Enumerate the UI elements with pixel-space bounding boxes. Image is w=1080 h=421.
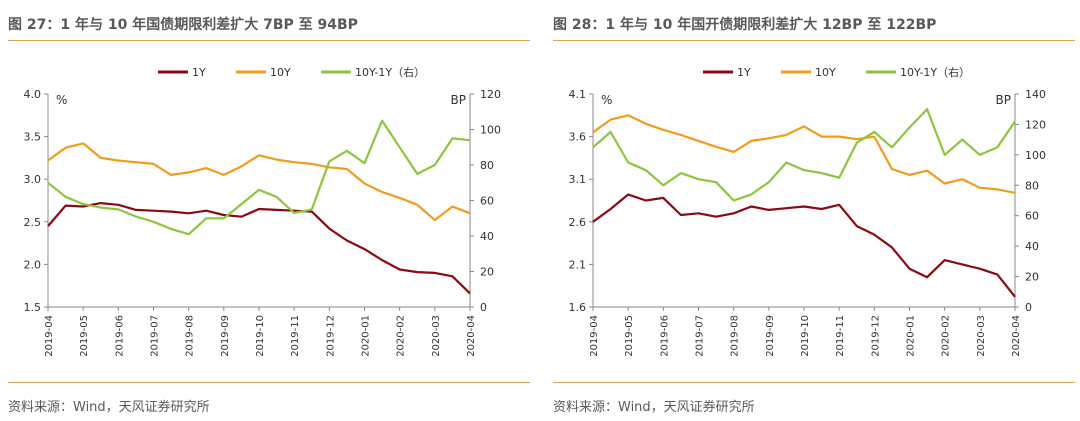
legend-label: 1Y: [737, 66, 751, 79]
x-tick-label: 2019-06: [114, 315, 125, 357]
left-tick-label: 2.1: [569, 258, 587, 271]
left-tick-label: 3.0: [24, 173, 42, 186]
right-tick-label: 60: [480, 195, 494, 208]
chart-panel-right: 图 28：1 年与 10 年国开债期限利差扩大 12BP 至 122BP 1.6…: [553, 0, 1075, 421]
source-note: 资料来源：Wind，天风证券研究所: [8, 400, 210, 415]
x-tick-label: 2020-03: [976, 315, 987, 357]
right-tick-label: 0: [480, 301, 487, 314]
x-tick-label: 2019-04: [589, 315, 600, 357]
right-tick-label: 20: [480, 266, 494, 279]
title-divider: [553, 40, 1075, 41]
right-tick-label: 140: [1025, 88, 1046, 101]
x-tick-label: 2019-10: [800, 315, 811, 357]
right-tick-label: 100: [480, 124, 501, 137]
x-tick-label: 2020-04: [1011, 315, 1022, 357]
left-tick-label: 2.6: [569, 216, 587, 229]
x-tick-label: 2020-02: [396, 315, 407, 357]
source-divider: [553, 382, 1075, 383]
title-divider: [8, 40, 530, 41]
series-line-10Y: [47, 142, 471, 222]
series-line-1Y: [47, 202, 471, 295]
left-tick-label: 1.5: [24, 301, 42, 314]
right-tick-label: 40: [1025, 240, 1039, 253]
left-tick-label: 3.5: [24, 131, 42, 144]
left-tick-label: 4.1: [569, 88, 587, 101]
series-line-10Y-1Y: [592, 108, 1016, 202]
chart-right: 1.6 2.1 2.6 3.1 3.6 4.1 0 20 40 60 80 100 120 140 2019…: [569, 65, 1047, 357]
x-tick-label: 2020-04: [466, 315, 477, 357]
right-tick-label: 100: [1025, 149, 1046, 162]
left-tick-label: 3.6: [569, 131, 587, 144]
right-tick-label: 40: [480, 230, 494, 243]
right-unit-label: BP: [996, 93, 1011, 107]
x-tick-label: 2020-01: [906, 315, 917, 357]
left-tick-label: 1.6: [569, 301, 587, 314]
legend-label: 10Y-1Y（右）: [900, 65, 970, 79]
x-tick-label: 2019-09: [220, 315, 231, 357]
left-tick-label: 2.5: [24, 216, 42, 229]
source-divider: [8, 382, 530, 383]
x-tick-label: 2019-11: [835, 315, 846, 357]
left-tick-label: 3.1: [569, 173, 587, 186]
legend-label: 10Y: [270, 66, 291, 79]
chart-title: 图 28：1 年与 10 年国开债期限利差扩大 12BP 至 122BP: [553, 17, 937, 33]
right-tick-label: 0: [1025, 301, 1032, 314]
left-tick-label: 2.0: [24, 258, 42, 271]
x-tick-label: 2019-06: [659, 315, 670, 357]
x-tick-label: 2019-10: [255, 315, 266, 357]
chart-panel-left: 图 27：1 年与 10 年国债期限利差扩大 7BP 至 94BP 1.5 2.0…: [8, 0, 530, 421]
right-tick-label: 80: [480, 159, 494, 172]
right-unit-label: BP: [451, 93, 466, 107]
x-tick-label: 2019-05: [79, 315, 90, 357]
x-tick-label: 2020-02: [941, 315, 952, 357]
left-unit-label: %: [601, 93, 612, 107]
legend-label: 10Y-1Y（右）: [355, 65, 425, 79]
right-tick-label: 120: [480, 88, 501, 101]
left-unit-label: %: [56, 93, 67, 107]
x-tick-label: 2019-05: [624, 315, 635, 357]
chart-title: 图 27：1 年与 10 年国债期限利差扩大 7BP 至 94BP: [8, 17, 358, 33]
x-tick-label: 2019-11: [290, 315, 301, 357]
right-tick-label: 20: [1025, 271, 1039, 284]
right-tick-label: 60: [1025, 210, 1039, 223]
series-line-1Y: [592, 193, 1016, 298]
right-tick-label: 120: [1025, 118, 1046, 131]
right-tick-label: 80: [1025, 179, 1039, 192]
source-note: 资料来源：Wind，天风证券研究所: [553, 400, 755, 415]
x-tick-label: 2019-08: [185, 315, 196, 357]
series-line-10Y: [592, 114, 1016, 194]
x-tick-label: 2019-07: [150, 315, 161, 357]
chart-left: 1.5 2.0 2.5 3.0 3.5 4.0 0 20 40 60 80 100 120 2019-04…: [24, 65, 502, 357]
left-tick-label: 4.0: [24, 88, 42, 101]
x-tick-label: 2019-09: [765, 315, 776, 357]
x-tick-label: 2019-08: [730, 315, 741, 357]
x-tick-label: 2019-04: [44, 315, 55, 357]
x-tick-label: 2019-07: [695, 315, 706, 357]
x-tick-label: 2020-03: [431, 315, 442, 357]
x-tick-label: 2019-12: [870, 315, 881, 357]
x-tick-label: 2019-12: [325, 315, 336, 357]
legend-label: 1Y: [192, 66, 206, 79]
legend-label: 10Y: [815, 66, 836, 79]
series-line-10Y-1Y: [47, 119, 471, 236]
x-tick-label: 2020-01: [361, 315, 372, 357]
